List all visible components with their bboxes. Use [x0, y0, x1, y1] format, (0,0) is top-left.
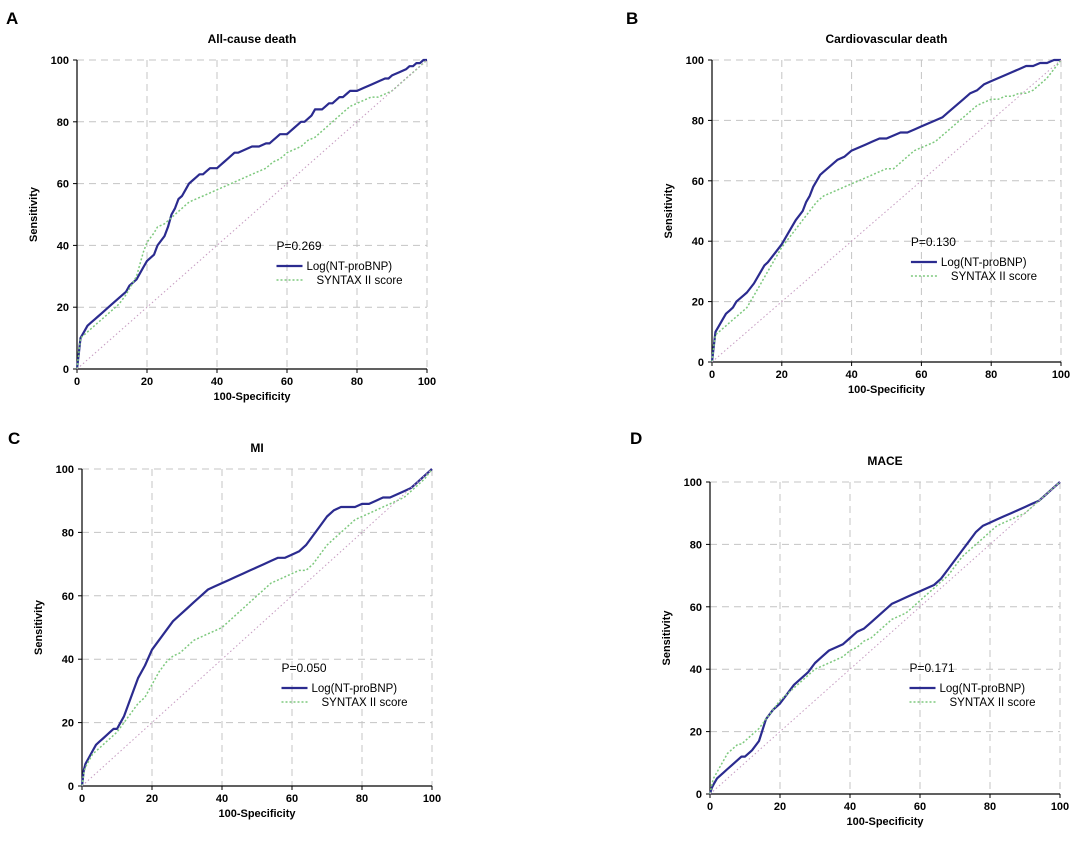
- x-tick-label: 60: [281, 376, 293, 388]
- x-tick-label: 40: [216, 793, 228, 805]
- x-tick-label: 0: [709, 369, 715, 381]
- panel-letter: D: [630, 429, 642, 448]
- y-tick-label: 80: [690, 539, 702, 551]
- y-tick-label: 60: [62, 591, 74, 603]
- x-tick-label: 40: [845, 369, 857, 381]
- chart-panel-a: A All-cause death 0 20 40 60 80 100 0 20 40 60 80 100…: [6, 9, 436, 403]
- series-line-syntax-ii: [709, 481, 1061, 795]
- y-tick-label: 40: [62, 654, 74, 666]
- reference-diagonal-line: [711, 59, 1062, 363]
- series-line-log-ntprobnp: [710, 58, 1061, 363]
- y-tick-label: 100: [56, 464, 74, 476]
- series-line-log-ntprobnp: [80, 468, 433, 787]
- y-tick-label: 20: [692, 297, 704, 309]
- y-tick-label: 0: [68, 781, 74, 793]
- legend: Log(NT-proBNP) SYNTAX II score: [909, 683, 1036, 709]
- y-tick-label: 80: [62, 527, 74, 539]
- x-tick-label: 0: [79, 793, 85, 805]
- legend-label-syntax-ii: SYNTAX II score: [322, 697, 408, 709]
- y-axis-label: Sensitivity: [663, 183, 675, 239]
- chart-panel-d: D MACE 0 20 40 60 80 100 0 20 40 60 80 100 100-Specifi…: [630, 429, 1069, 828]
- y-tick-label: 40: [690, 664, 702, 676]
- y-tick-label: 60: [690, 602, 702, 614]
- x-tick-label: 0: [74, 376, 80, 388]
- x-axis-label: 100-Specificity: [213, 391, 291, 403]
- y-tick-label: 80: [57, 117, 69, 129]
- y-tick-label: 60: [57, 179, 69, 191]
- y-tick-label: 20: [690, 727, 702, 739]
- x-tick-label: 20: [776, 369, 788, 381]
- x-axis-label: 100-Specificity: [846, 816, 924, 828]
- x-tick-label: 100: [1051, 801, 1069, 813]
- y-tick-label: 20: [62, 718, 74, 730]
- x-tick-label: 20: [774, 801, 786, 813]
- x-tick-label: 60: [915, 369, 927, 381]
- legend-label-syntax-ii: SYNTAX II score: [317, 275, 403, 287]
- x-tick-label: 20: [146, 793, 158, 805]
- panel-letter: C: [8, 429, 20, 448]
- reference-diagonal-line: [81, 468, 433, 787]
- legend-label-syntax-ii: SYNTAX II score: [950, 697, 1036, 709]
- y-tick-label: 80: [692, 115, 704, 127]
- y-tick-label: 40: [57, 240, 69, 252]
- legend-label-syntax-ii: SYNTAX II score: [951, 271, 1037, 283]
- chart-title: All-cause death: [208, 32, 297, 46]
- legend-label-log-ntprobnp: Log(NT-proBNP): [312, 683, 398, 695]
- chart-title: Cardiovascular death: [825, 32, 947, 46]
- chart-panel-b: B Cardiovascular death 0 20 40 60 80 100 0 20 40 60…: [626, 9, 1070, 396]
- p-value-label: P=0.171: [910, 661, 955, 675]
- x-tick-label: 60: [286, 793, 298, 805]
- y-tick-label: 0: [63, 364, 69, 376]
- x-tick-label: 40: [211, 376, 223, 388]
- series-line-syntax-ii: [711, 59, 1062, 363]
- y-tick-label: 0: [698, 357, 704, 369]
- x-tick-label: 0: [707, 801, 713, 813]
- panel-letter: A: [6, 9, 18, 28]
- y-axis-label: Sensitivity: [661, 610, 673, 666]
- p-value-label: P=0.130: [911, 235, 956, 249]
- y-tick-label: 100: [51, 55, 69, 67]
- x-tick-label: 80: [985, 369, 997, 381]
- series-line-syntax-ii: [76, 59, 428, 370]
- chart-panel-c: C MI 0 20 40 60 80 100 0 20 40 60 80 100 100-Specifici…: [8, 429, 441, 820]
- y-tick-label: 100: [684, 477, 702, 489]
- legend-label-log-ntprobnp: Log(NT-proBNP): [941, 257, 1027, 269]
- y-tick-label: 100: [686, 55, 704, 67]
- x-tick-label: 80: [984, 801, 996, 813]
- legend-label-log-ntprobnp: Log(NT-proBNP): [307, 261, 393, 273]
- y-axis-label: Sensitivity: [28, 186, 40, 242]
- legend-label-log-ntprobnp: Log(NT-proBNP): [940, 683, 1026, 695]
- series-line-log-ntprobnp: [75, 58, 427, 370]
- x-tick-label: 100: [1052, 369, 1070, 381]
- x-tick-label: 40: [844, 801, 856, 813]
- series-line-log-ntprobnp: [708, 481, 1061, 795]
- x-tick-label: 100: [418, 376, 436, 388]
- y-axis-label: Sensitivity: [33, 599, 45, 655]
- y-tick-label: 0: [696, 789, 702, 801]
- legend: Log(NT-proBNP) SYNTAX II score: [910, 257, 1037, 283]
- legend: Log(NT-proBNP) SYNTAX II score: [281, 683, 408, 709]
- y-tick-label: 60: [692, 176, 704, 188]
- p-value-label: P=0.269: [277, 239, 322, 253]
- y-tick-label: 20: [57, 302, 69, 314]
- chart-title: MI: [250, 441, 263, 455]
- x-axis-label: 100-Specificity: [218, 808, 296, 820]
- reference-diagonal-line: [709, 481, 1061, 795]
- chart-title: MACE: [867, 454, 902, 468]
- x-tick-label: 80: [356, 793, 368, 805]
- x-tick-label: 60: [914, 801, 926, 813]
- p-value-label: P=0.050: [282, 661, 327, 675]
- panel-letter: B: [626, 9, 638, 28]
- x-tick-label: 100: [423, 793, 441, 805]
- x-axis-label: 100-Specificity: [848, 384, 926, 396]
- reference-diagonal-line: [76, 59, 428, 370]
- y-tick-label: 40: [692, 236, 704, 248]
- legend: Log(NT-proBNP) SYNTAX II score: [276, 261, 403, 287]
- x-tick-label: 80: [351, 376, 363, 388]
- x-tick-label: 20: [141, 376, 153, 388]
